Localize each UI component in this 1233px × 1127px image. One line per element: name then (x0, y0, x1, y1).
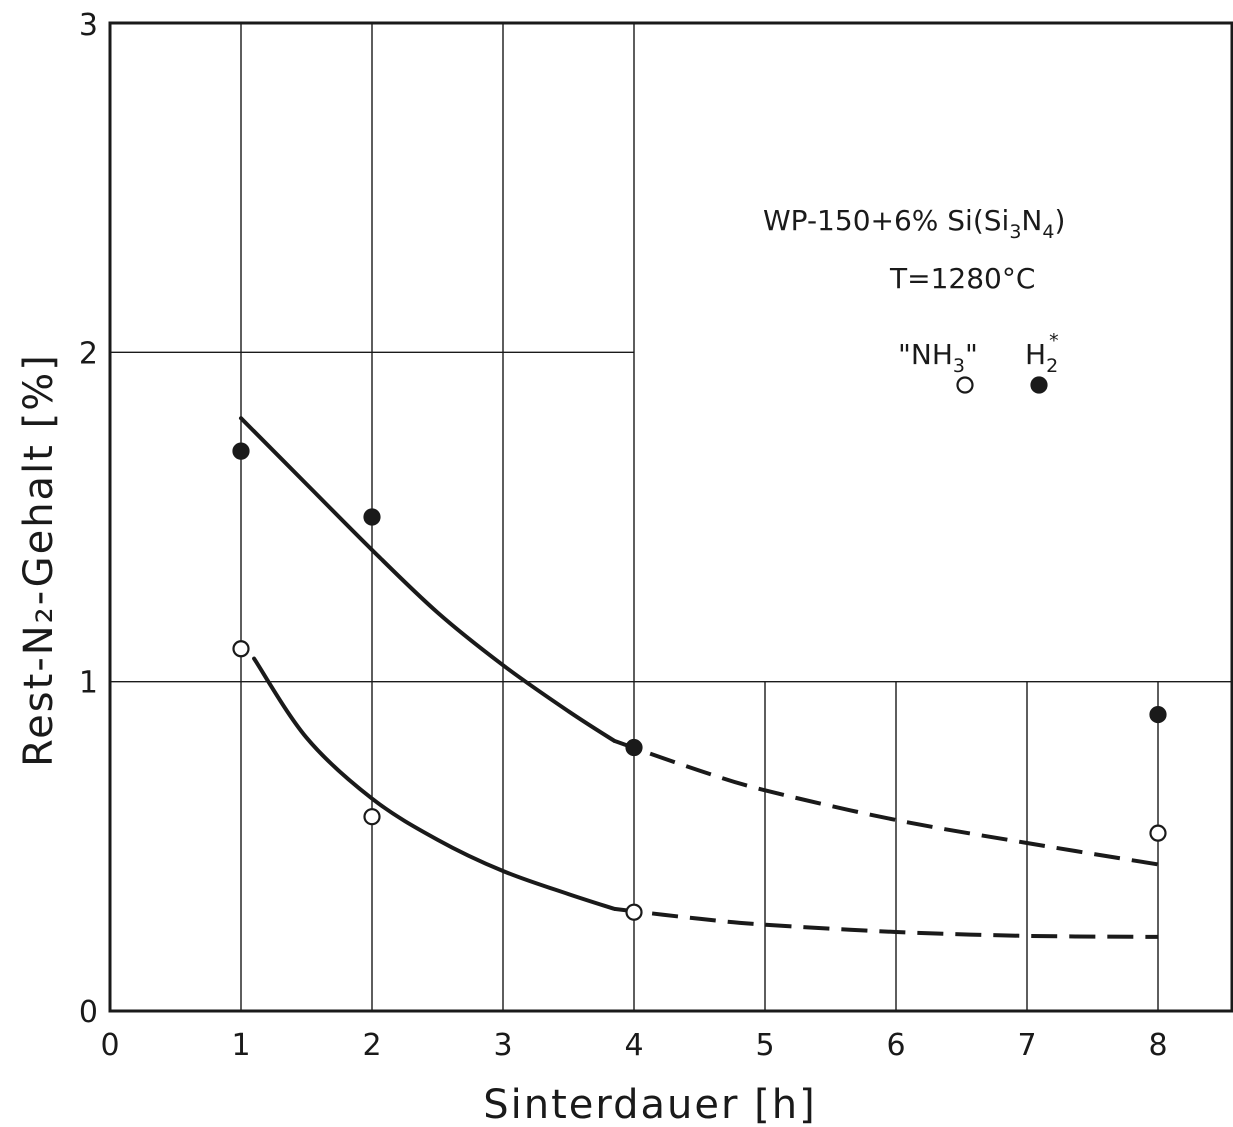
material-subscript-3: 3 (1009, 221, 1021, 243)
y-tick-label-2: 2 (79, 336, 98, 371)
legend-label-nh3: "NH3" (898, 338, 978, 377)
data-point-h2-x8 (1149, 705, 1167, 724)
data-point-nh3-x8 (1149, 824, 1167, 842)
data-point-h2-x1 (232, 442, 250, 460)
fit-curve-h2-solid (239, 416, 617, 743)
legend-h2-asterisk: * (1049, 330, 1059, 352)
material-annotation: WP-150+6% Si(Si3N4) (763, 204, 1065, 243)
fit-curve-nh3-dashed (614, 906, 1159, 939)
data-points (232, 442, 1167, 921)
x-tick-label-2: 2 (362, 1028, 381, 1063)
grid-lines (110, 23, 1232, 1011)
legend-nh3-subscript: 3 (953, 355, 965, 377)
data-point-nh3-x4 (625, 903, 643, 921)
data-point-nh3-x2 (363, 808, 381, 826)
x-axis-title: Sinterdauer [h] (483, 1082, 816, 1127)
legend-h2-subscript: 2 (1046, 355, 1058, 377)
x-tick-labels: 0 1 2 3 4 5 6 7 8 (100, 1028, 1167, 1063)
material-close: ) (1054, 204, 1065, 237)
x-tick-label-3: 3 (493, 1028, 512, 1063)
plot-frame (108, 21, 1233, 1013)
legend-nh3-quote: " (965, 338, 978, 371)
y-tick-labels: 0 1 2 3 (79, 8, 98, 1030)
legend-marker-h2 (1030, 376, 1048, 394)
y-axis-title: Rest-N₂-Gehalt [%] (16, 353, 62, 767)
material-n: N (1021, 204, 1042, 237)
x-tick-label-7: 7 (1017, 1028, 1036, 1063)
material-subscript-4: 4 (1042, 221, 1054, 243)
x-tick-label-5: 5 (755, 1028, 774, 1063)
y-tick-label-0: 0 (79, 995, 98, 1030)
fit-curves (239, 416, 1159, 939)
fit-curve-nh3-solid (252, 656, 617, 911)
legend-label-h2: H2 * (1025, 330, 1059, 377)
x-tick-label-1: 1 (231, 1028, 250, 1063)
data-point-h2-x4 (625, 738, 643, 757)
x-tick-label-0: 0 (100, 1028, 119, 1063)
data-point-h2-x2 (363, 508, 381, 526)
data-point-nh3-x1 (232, 640, 250, 658)
y-tick-label-3: 3 (79, 8, 98, 43)
x-tick-label-6: 6 (886, 1028, 905, 1063)
legend-marker-nh3 (956, 376, 974, 394)
legend-h2-text: H (1025, 338, 1046, 371)
material-text: WP-150+6% Si(Si (763, 204, 1009, 237)
x-tick-label-8: 8 (1148, 1028, 1167, 1063)
fit-curve-h2-dashed (613, 739, 1159, 867)
legend-nh3-text: "NH (898, 338, 953, 371)
temperature-annotation: T=1280°C (889, 262, 1035, 295)
y-tick-label-1: 1 (79, 666, 98, 701)
x-tick-label-4: 4 (624, 1028, 643, 1063)
